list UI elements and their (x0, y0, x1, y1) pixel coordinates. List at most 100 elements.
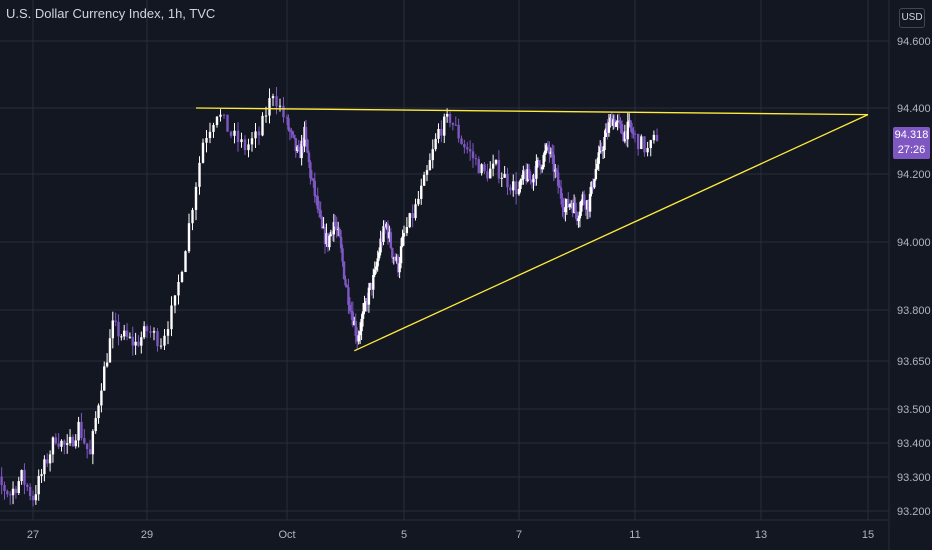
candle (344, 275, 347, 288)
candle (620, 120, 624, 135)
candle (617, 113, 621, 129)
candle (575, 211, 579, 226)
candle (163, 329, 166, 351)
candle (28, 483, 32, 501)
candle (166, 321, 170, 345)
candle (145, 324, 149, 339)
candle (40, 469, 43, 483)
candle (323, 224, 327, 254)
candle (533, 166, 537, 187)
candle (519, 178, 522, 193)
candle (348, 297, 352, 315)
candle (588, 186, 592, 218)
candle (372, 268, 375, 299)
candle (636, 133, 640, 156)
candle (520, 174, 524, 185)
candle (215, 115, 219, 128)
candle (366, 292, 369, 312)
candle (517, 181, 521, 196)
candle (301, 137, 305, 154)
candle (428, 153, 432, 171)
candle (590, 181, 593, 197)
candle (254, 122, 257, 149)
candle (561, 193, 564, 217)
candle (315, 194, 318, 206)
candle (434, 133, 437, 152)
candle (483, 162, 486, 174)
trendline-support[interactable] (354, 114, 869, 352)
candle (34, 485, 38, 505)
candle (247, 138, 250, 158)
candle (74, 434, 77, 449)
candle (303, 121, 306, 153)
chart-grid (0, 0, 889, 520)
candle (291, 130, 295, 138)
candle (312, 178, 315, 188)
candle (309, 160, 312, 185)
candle (629, 119, 632, 132)
time-axis[interactable]: 27 29 Oct 5 7 11 13 15 (0, 519, 889, 541)
candle (88, 439, 92, 455)
candle (66, 434, 69, 454)
candle (527, 164, 531, 180)
trendline-resistance[interactable] (195, 107, 869, 116)
candle (142, 321, 146, 340)
candle (523, 169, 526, 174)
candle (257, 126, 261, 145)
time-tick-label: 27 (27, 529, 39, 541)
candle (320, 215, 324, 230)
candle (522, 165, 525, 185)
candle (535, 154, 538, 186)
candle (367, 282, 371, 313)
candle (37, 469, 40, 501)
candle (649, 139, 652, 157)
candle (643, 135, 646, 157)
candle (457, 118, 460, 143)
candle (306, 138, 309, 154)
candle (205, 130, 208, 153)
candle (48, 450, 52, 472)
candle (264, 106, 268, 123)
price-tick-label: 94.400 (897, 103, 931, 115)
candle (339, 230, 343, 253)
price-tick-label: 94.000 (897, 237, 931, 249)
candle (83, 428, 86, 445)
candle (358, 322, 362, 345)
candle (332, 213, 335, 242)
candle (395, 253, 398, 264)
candle (530, 179, 534, 189)
candle (466, 141, 469, 154)
candle (542, 152, 545, 170)
candle (9, 491, 12, 505)
candle (396, 254, 400, 277)
candle (640, 134, 643, 150)
candle (546, 140, 550, 153)
candle (600, 142, 603, 154)
candle (625, 131, 628, 147)
candle (114, 312, 117, 327)
candle (285, 114, 289, 126)
candle (313, 172, 316, 203)
candle (187, 213, 191, 254)
candle (334, 215, 337, 231)
candle (623, 124, 627, 144)
candle (335, 216, 338, 238)
price-axis[interactable]: 94.600 94.400 94.200 94.000 93.800 93.650 93.5… (888, 0, 931, 550)
candle (646, 141, 649, 157)
candle (440, 120, 443, 143)
candle (363, 295, 366, 315)
candle (325, 223, 328, 247)
candle (486, 163, 489, 182)
currency-button[interactable]: USD (899, 8, 925, 28)
candle (156, 328, 159, 352)
candle (539, 164, 542, 175)
candle (591, 178, 595, 191)
candle (603, 130, 606, 159)
candle (559, 179, 563, 205)
candle (351, 301, 355, 328)
candle (562, 197, 566, 219)
candle (609, 114, 612, 128)
candle (3, 481, 6, 500)
candle (394, 253, 397, 262)
